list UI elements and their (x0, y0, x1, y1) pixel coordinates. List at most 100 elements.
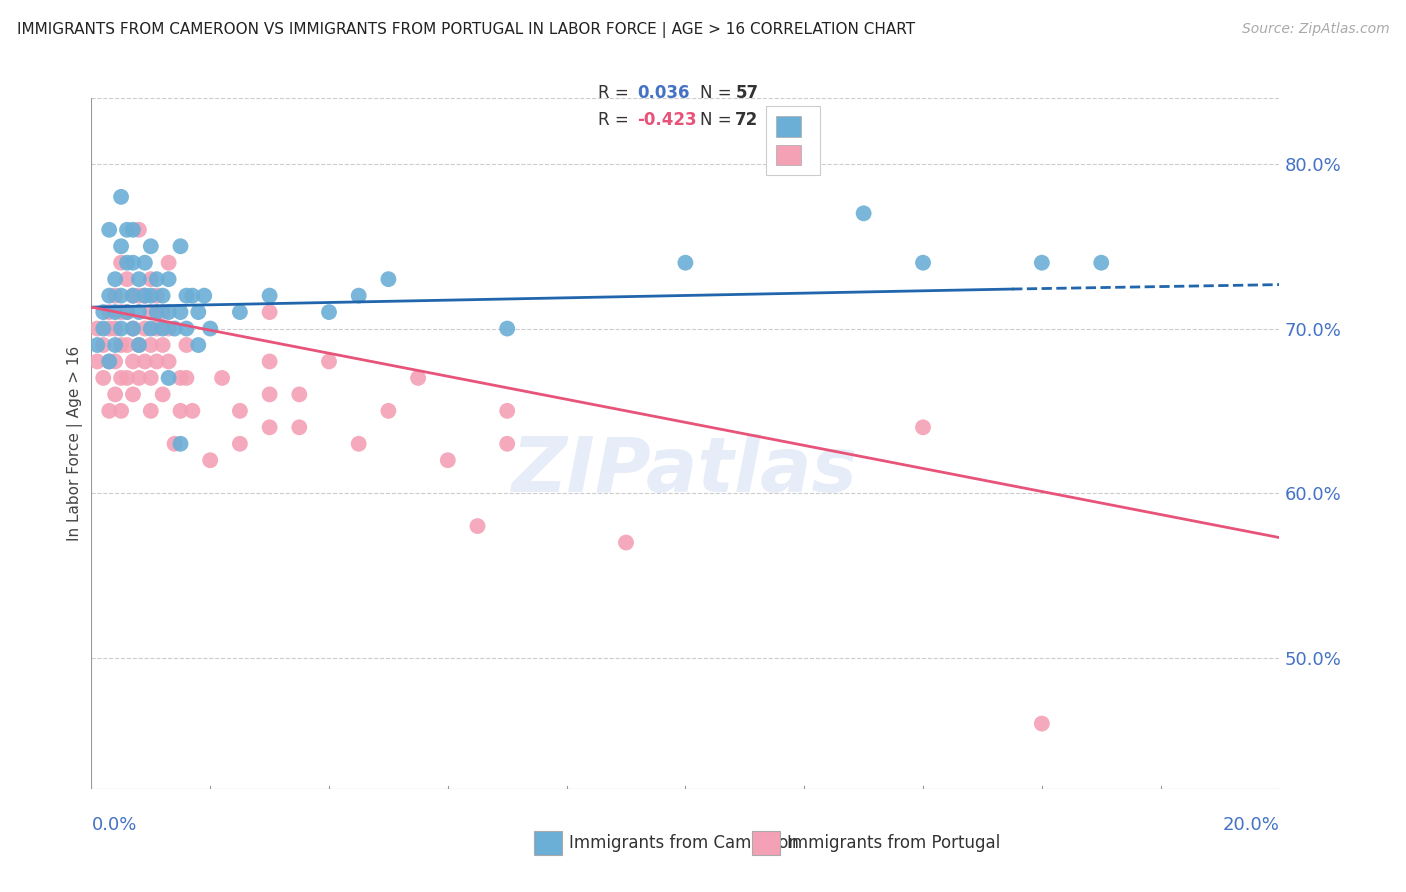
Text: 57: 57 (735, 84, 758, 102)
Point (128, 223, 150, 237)
Point (98, 354, 121, 368)
Point (347, 436, 370, 450)
Point (104, 321, 127, 335)
Point (110, 404, 132, 418)
Point (1031, 716, 1053, 731)
Point (318, 305, 340, 319)
Point (157, 256, 180, 270)
Point (259, 288, 281, 302)
Text: R =: R = (598, 112, 634, 129)
Point (163, 436, 186, 450)
Text: R =: R = (598, 84, 634, 102)
Point (139, 321, 162, 335)
Point (128, 305, 150, 319)
Point (98, 223, 121, 237)
Point (911, 256, 934, 270)
Text: 20.0%: 20.0% (1223, 816, 1279, 834)
Point (91, 321, 114, 335)
Point (467, 519, 489, 533)
Point (157, 371, 180, 385)
Point (211, 371, 233, 385)
Point (86, 354, 108, 368)
Point (259, 354, 281, 368)
Point (91, 305, 114, 319)
Point (91, 371, 114, 385)
Point (139, 338, 162, 352)
Text: IMMIGRANTS FROM CAMEROON VS IMMIGRANTS FROM PORTUGAL IN LABOR FORCE | AGE > 16 C: IMMIGRANTS FROM CAMEROON VS IMMIGRANTS F… (17, 22, 915, 38)
Point (288, 387, 311, 401)
Point (406, 371, 429, 385)
Point (673, 256, 696, 270)
Point (152, 338, 174, 352)
Point (98, 321, 121, 335)
Point (157, 272, 180, 286)
Point (176, 338, 198, 352)
Text: ZIPatlas: ZIPatlas (512, 434, 859, 508)
Point (115, 272, 138, 286)
Point (128, 338, 150, 352)
Point (176, 321, 198, 335)
Point (200, 453, 222, 467)
Legend: , : , (766, 106, 820, 176)
Point (104, 338, 127, 352)
Point (134, 256, 156, 270)
Point (152, 288, 174, 302)
Point (110, 239, 132, 253)
Point (496, 321, 519, 335)
Point (181, 288, 204, 302)
Point (122, 354, 145, 368)
Text: 0.036: 0.036 (637, 84, 689, 102)
Point (145, 305, 167, 319)
Point (139, 371, 162, 385)
Point (98, 288, 121, 302)
Point (169, 305, 191, 319)
Point (139, 305, 162, 319)
Point (152, 321, 174, 335)
Point (139, 288, 162, 302)
Point (104, 288, 127, 302)
Point (110, 321, 132, 335)
Point (122, 223, 145, 237)
Point (911, 420, 934, 434)
Point (377, 272, 399, 286)
Point (145, 321, 167, 335)
Point (157, 354, 180, 368)
Point (115, 256, 138, 270)
Y-axis label: In Labor Force | Age > 16: In Labor Force | Age > 16 (67, 346, 83, 541)
Point (110, 256, 132, 270)
Point (139, 272, 162, 286)
Point (110, 305, 132, 319)
Point (110, 288, 132, 302)
Point (139, 404, 162, 418)
Point (104, 305, 127, 319)
Point (176, 371, 198, 385)
Point (134, 354, 156, 368)
Point (122, 288, 145, 302)
Point (128, 272, 150, 286)
Point (187, 305, 209, 319)
Point (181, 404, 204, 418)
Point (86, 321, 108, 335)
Point (115, 338, 138, 352)
Point (104, 387, 127, 401)
Point (852, 206, 875, 220)
Point (169, 436, 191, 450)
Point (134, 321, 156, 335)
Text: Immigrants from Cameroon: Immigrants from Cameroon (569, 834, 799, 852)
Point (259, 387, 281, 401)
Text: N =: N = (700, 84, 737, 102)
Point (128, 288, 150, 302)
Point (128, 371, 150, 385)
Point (128, 338, 150, 352)
Point (496, 404, 519, 418)
Point (122, 321, 145, 335)
Point (169, 371, 191, 385)
Point (104, 272, 127, 286)
Point (152, 305, 174, 319)
Point (98, 404, 121, 418)
Point (318, 354, 340, 368)
Point (200, 321, 222, 335)
Text: Immigrants from Portugal: Immigrants from Portugal (787, 834, 1001, 852)
Point (288, 420, 311, 434)
Point (614, 535, 637, 549)
